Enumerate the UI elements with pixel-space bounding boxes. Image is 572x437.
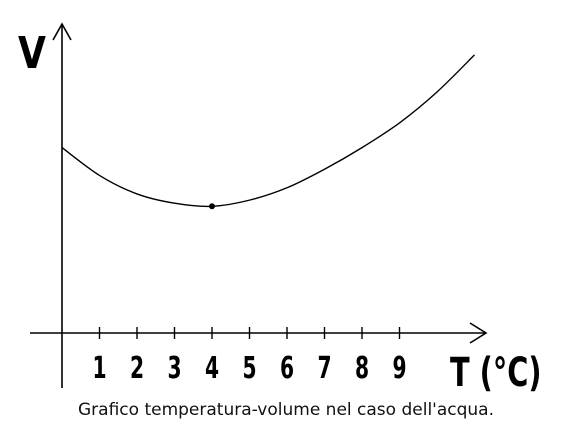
x-tick-label-8: 8 <box>355 351 369 386</box>
x-tick-label-4: 4 <box>205 351 219 386</box>
x-tick-label-5: 5 <box>242 351 256 386</box>
x-tick-label-3: 3 <box>167 351 181 386</box>
y-axis-arrow <box>52 22 72 41</box>
y-axis-label: V <box>18 29 46 79</box>
x-tick-label-9: 9 <box>392 351 406 386</box>
x-tick-label-1: 1 <box>92 351 106 386</box>
x-tick-label-2: 2 <box>130 351 144 386</box>
x-tick-label-6: 6 <box>280 351 294 386</box>
x-tick-label-7: 7 <box>317 351 331 386</box>
x-axis-label: T (°C) <box>450 350 542 396</box>
x-axis-arrow <box>469 322 488 344</box>
series-line <box>61 54 475 208</box>
chart-caption: Grafico temperatura-volume nel caso dell… <box>78 400 494 420</box>
x-ticks <box>98 327 401 339</box>
minimum-point <box>209 203 215 210</box>
